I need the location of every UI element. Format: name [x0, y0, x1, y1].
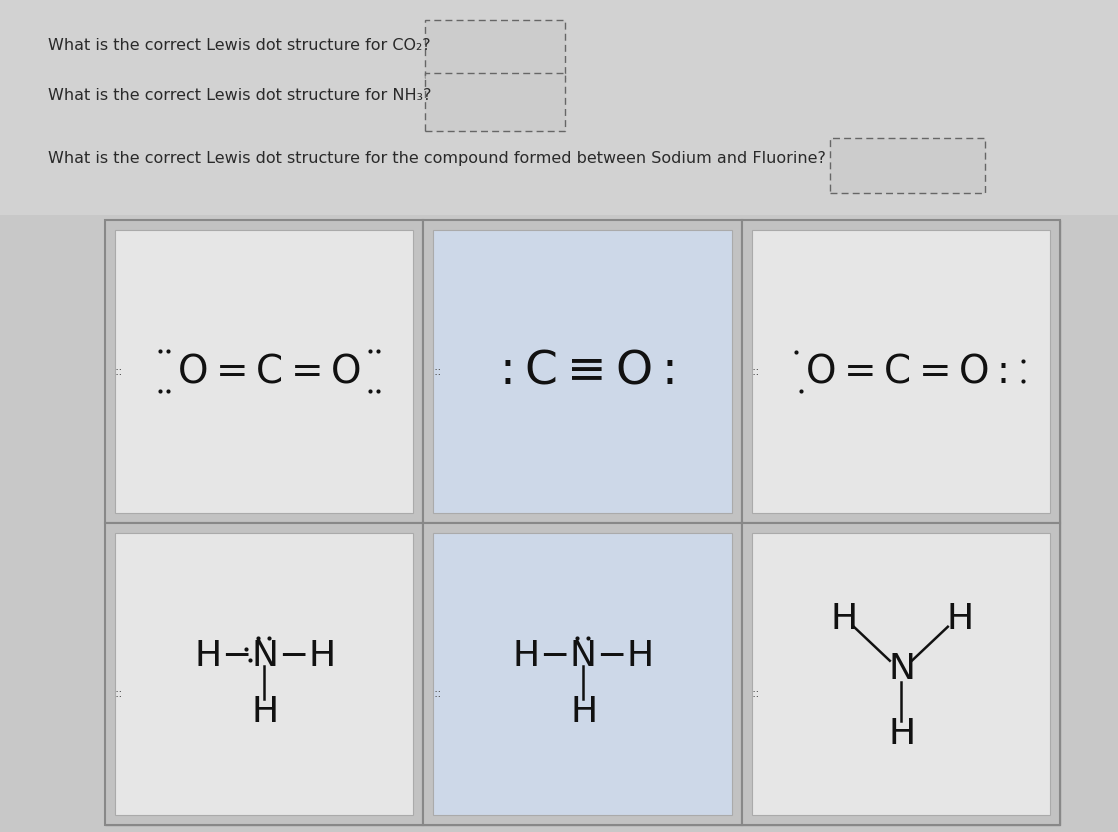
- Bar: [434, 230, 731, 513]
- Bar: [0, 0, 1118, 215]
- Text: What is the correct Lewis dot structure for the compound formed between Sodium a: What is the correct Lewis dot structure …: [48, 151, 826, 166]
- Text: $\mathsf{H}$: $\mathsf{H}$: [946, 602, 972, 636]
- Bar: [115, 230, 414, 513]
- FancyBboxPatch shape: [425, 20, 565, 78]
- Text: $\mathsf{H{-}N{-}H}$: $\mathsf{H{-}N{-}H}$: [195, 639, 334, 673]
- Bar: [741, 522, 1060, 825]
- Bar: [105, 220, 1060, 825]
- Text: $\mathsf{H}$: $\mathsf{H}$: [570, 695, 595, 729]
- Bar: [751, 230, 1050, 513]
- Bar: [105, 522, 424, 825]
- FancyBboxPatch shape: [830, 138, 985, 193]
- Text: $\mathsf{H}$: $\mathsf{H}$: [830, 602, 855, 636]
- Text: ::: ::: [115, 687, 123, 701]
- Bar: [424, 522, 741, 825]
- Text: ::: ::: [115, 364, 123, 378]
- Text: ::: ::: [751, 687, 760, 701]
- Text: $\mathsf{O{=}C{=}O:}$: $\mathsf{O{=}C{=}O:}$: [805, 352, 1007, 390]
- Bar: [424, 220, 741, 522]
- Text: ::: ::: [434, 687, 442, 701]
- Text: $\mathsf{H}$: $\mathsf{H}$: [888, 716, 913, 750]
- Bar: [115, 532, 414, 815]
- FancyBboxPatch shape: [425, 73, 565, 131]
- Bar: [434, 532, 731, 815]
- Text: ::: ::: [751, 364, 760, 378]
- Bar: [105, 220, 424, 522]
- Text: What is the correct Lewis dot structure for NH₃?: What is the correct Lewis dot structure …: [48, 87, 432, 102]
- Text: What is the correct Lewis dot structure for CO₂?: What is the correct Lewis dot structure …: [48, 37, 430, 52]
- Text: ::: ::: [434, 364, 442, 378]
- Text: $\mathsf{H{-}N{-}H}$: $\mathsf{H{-}N{-}H}$: [512, 639, 653, 673]
- Text: $\mathsf{:C{\equiv}O:}$: $\mathsf{:C{\equiv}O:}$: [491, 349, 674, 394]
- Text: $\mathsf{H}$: $\mathsf{H}$: [252, 695, 277, 729]
- Bar: [741, 220, 1060, 522]
- Bar: [751, 532, 1050, 815]
- Text: $\mathsf{N}$: $\mathsf{N}$: [888, 651, 913, 686]
- Text: $\mathsf{O{=}C{=}O}$: $\mathsf{O{=}C{=}O}$: [178, 352, 361, 390]
